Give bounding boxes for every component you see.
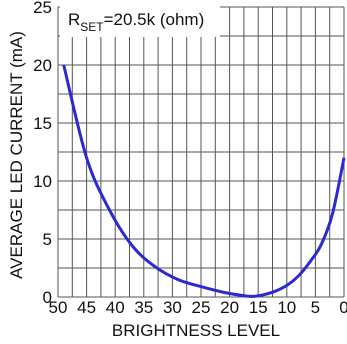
x-tick-label: 30: [163, 298, 182, 317]
series-layer: [62, 64, 346, 298]
x-tick-label: 35: [134, 298, 153, 317]
grid: [57, 6, 345, 298]
x-tick-label: 10: [277, 298, 296, 317]
x-axis-title: BRIGHTNESS LEVEL: [112, 321, 280, 340]
y-tick-label: 25: [33, 0, 52, 17]
annotation-box: RSET=20.5k (ohm): [60, 3, 220, 37]
x-tick-label: 50: [49, 298, 68, 317]
annotation-background: [60, 3, 220, 37]
x-tick-label: 5: [311, 298, 320, 317]
annotation-text: RSET=20.5k (ohm): [68, 10, 204, 34]
y-tick-label: 15: [33, 114, 52, 133]
x-tick-label: 40: [106, 298, 125, 317]
annotation-main: R: [68, 10, 80, 29]
y-tick-label: 20: [33, 56, 52, 75]
x-tick-label: 45: [77, 298, 96, 317]
y-axis-title: AVERAGE LED CURRENT (mA): [7, 31, 26, 279]
series-line: [62, 64, 346, 298]
annotation-rest: =20.5k (ohm): [104, 10, 205, 29]
x-tick-label: 25: [192, 298, 211, 317]
x-tick-label: 15: [249, 298, 268, 317]
y-tick-label: 10: [33, 172, 52, 191]
x-tick-label: 0: [339, 298, 347, 317]
y-tick-label: 5: [43, 230, 52, 249]
annotation-subscript: SET: [80, 20, 104, 34]
y-tick-label: 0: [43, 288, 52, 307]
x-tick-label: 20: [220, 298, 239, 317]
